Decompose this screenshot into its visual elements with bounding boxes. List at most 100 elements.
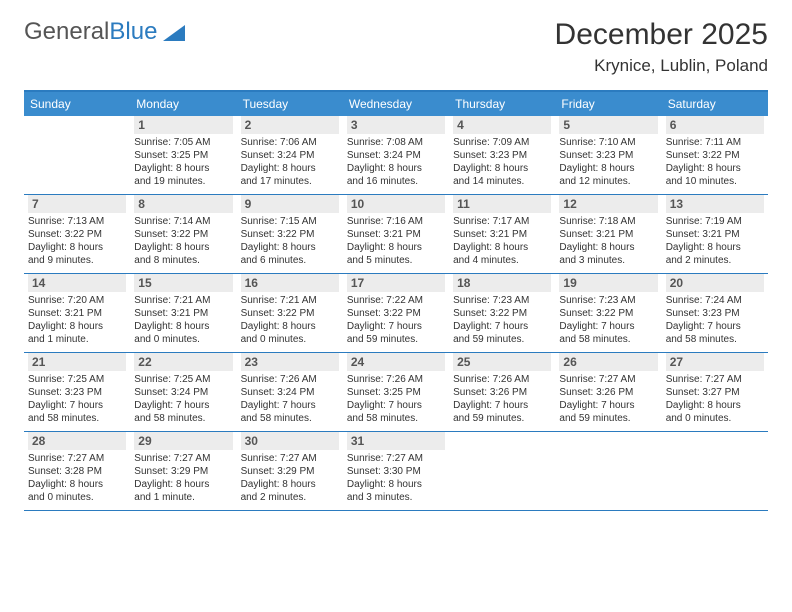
info-line: and 10 minutes. bbox=[666, 175, 764, 188]
day-info: Sunrise: 7:06 AMSunset: 3:24 PMDaylight:… bbox=[241, 136, 339, 188]
info-line: Daylight: 8 hours bbox=[134, 162, 232, 175]
info-line: Daylight: 8 hours bbox=[241, 320, 339, 333]
info-line: Daylight: 7 hours bbox=[347, 399, 445, 412]
day-info: Sunrise: 7:27 AMSunset: 3:29 PMDaylight:… bbox=[241, 452, 339, 504]
info-line: Sunrise: 7:26 AM bbox=[347, 373, 445, 386]
week-row: 14Sunrise: 7:20 AMSunset: 3:21 PMDayligh… bbox=[24, 274, 768, 353]
info-line: Sunrise: 7:16 AM bbox=[347, 215, 445, 228]
info-line: and 17 minutes. bbox=[241, 175, 339, 188]
info-line: Sunrise: 7:08 AM bbox=[347, 136, 445, 149]
calendar: SundayMondayTuesdayWednesdayThursdayFrid… bbox=[24, 90, 768, 511]
day-number: 20 bbox=[666, 274, 764, 292]
info-line: Sunset: 3:28 PM bbox=[28, 465, 126, 478]
info-line: and 3 minutes. bbox=[347, 491, 445, 504]
info-line: Sunrise: 7:21 AM bbox=[134, 294, 232, 307]
dayname: Sunday bbox=[24, 92, 130, 116]
info-line: Daylight: 8 hours bbox=[347, 241, 445, 254]
info-line: Sunrise: 7:15 AM bbox=[241, 215, 339, 228]
day-info: Sunrise: 7:27 AMSunset: 3:28 PMDaylight:… bbox=[28, 452, 126, 504]
day-cell: 21Sunrise: 7:25 AMSunset: 3:23 PMDayligh… bbox=[24, 353, 130, 431]
info-line: Sunrise: 7:27 AM bbox=[134, 452, 232, 465]
day-number: 26 bbox=[559, 353, 657, 371]
day-number: 3 bbox=[347, 116, 445, 134]
day-cell: 13 Sunrise: 7:19 AMSunset: 3:21 PMDayligh… bbox=[662, 195, 768, 273]
day-info: Sunrise: 7:18 AMSunset: 3:21 PMDaylight:… bbox=[559, 215, 657, 267]
day-number: 16 bbox=[241, 274, 339, 292]
day-info: Sunrise: 7:05 AMSunset: 3:25 PMDaylight:… bbox=[134, 136, 232, 188]
info-line: Sunrise: 7:25 AM bbox=[134, 373, 232, 386]
day-info: Sunrise: 7:11 AMSunset: 3:22 PMDaylight:… bbox=[666, 136, 764, 188]
day-info: Sunrise: 7:16 AMSunset: 3:21 PMDaylight:… bbox=[347, 215, 445, 267]
day-cell: 29Sunrise: 7:27 AMSunset: 3:29 PMDayligh… bbox=[130, 432, 236, 510]
info-line: Sunset: 3:21 PM bbox=[559, 228, 657, 241]
day-cell: 9Sunrise: 7:15 AMSunset: 3:22 PMDaylight… bbox=[237, 195, 343, 273]
day-cell: 4 Sunrise: 7:09 AMSunset: 3:23 PMDaylight… bbox=[449, 116, 555, 194]
day-number: 10 bbox=[347, 195, 445, 213]
day-info: Sunrise: 7:14 AMSunset: 3:22 PMDaylight:… bbox=[134, 215, 232, 267]
week-row: 7 Sunrise: 7:13 AM Sunset: 3:22 PM Daylight… bbox=[24, 195, 768, 274]
info-line: Sunset: 3:22 PM bbox=[559, 307, 657, 320]
day-cell: 17Sunrise: 7:22 AMSunset: 3:22 PMDayligh… bbox=[343, 274, 449, 352]
day-info: Sunrise: 7:15 AMSunset: 3:22 PMDaylight:… bbox=[241, 215, 339, 267]
info-line: Sunset: 3:24 PM bbox=[347, 149, 445, 162]
day-cell: 15Sunrise: 7:21 AMSunset: 3:21 PMDayligh… bbox=[130, 274, 236, 352]
info-line: and 58 minutes. bbox=[134, 412, 232, 425]
info-line: and 9 minutes. bbox=[28, 254, 126, 267]
info-line: Daylight: 8 hours bbox=[559, 241, 657, 254]
info-line: Sunrise: 7:13 AM bbox=[28, 215, 126, 228]
day-cell bbox=[555, 432, 661, 510]
info-line: Sunset: 3:29 PM bbox=[134, 465, 232, 478]
day-cell: 10 Sunrise: 7:16 AMSunset: 3:21 PMDayligh… bbox=[343, 195, 449, 273]
info-line: Sunrise: 7:27 AM bbox=[241, 452, 339, 465]
day-cell: 3Sunrise: 7:08 AMSunset: 3:24 PMDaylight… bbox=[343, 116, 449, 194]
day-number: 6 bbox=[666, 116, 764, 134]
day-info: Sunrise: 7:25 AMSunset: 3:24 PMDaylight:… bbox=[134, 373, 232, 425]
info-line: and 0 minutes. bbox=[666, 412, 764, 425]
day-cell: 24Sunrise: 7:26 AMSunset: 3:25 PMDayligh… bbox=[343, 353, 449, 431]
day-info: Sunrise: 7:27 AMSunset: 3:29 PMDaylight:… bbox=[134, 452, 232, 504]
day-cell: 18Sunrise: 7:23 AMSunset: 3:22 PMDayligh… bbox=[449, 274, 555, 352]
info-line: and 14 minutes. bbox=[453, 175, 551, 188]
day-cell: 30Sunrise: 7:27 AMSunset: 3:29 PMDayligh… bbox=[237, 432, 343, 510]
location: Krynice, Lublin, Poland bbox=[555, 56, 768, 76]
info-line: Sunrise: 7:27 AM bbox=[559, 373, 657, 386]
info-line: Sunrise: 7:27 AM bbox=[666, 373, 764, 386]
day-info: Sunrise: 7:23 AMSunset: 3:22 PMDaylight:… bbox=[559, 294, 657, 346]
day-info: Sunrise: 7:10 AMSunset: 3:23 PMDaylight:… bbox=[559, 136, 657, 188]
day-number: 15 bbox=[134, 274, 232, 292]
day-number: 8 bbox=[134, 195, 232, 213]
info-line: Sunset: 3:22 PM bbox=[134, 228, 232, 241]
day-cell: 12 Sunrise: 7:18 AMSunset: 3:21 PMDayligh… bbox=[555, 195, 661, 273]
info-line: and 2 minutes. bbox=[666, 254, 764, 267]
info-line: and 58 minutes. bbox=[241, 412, 339, 425]
dayname: Saturday bbox=[662, 92, 768, 116]
dayname: Friday bbox=[555, 92, 661, 116]
info-line: and 58 minutes. bbox=[347, 412, 445, 425]
day-cell: 2Sunrise: 7:06 AMSunset: 3:24 PMDaylight… bbox=[237, 116, 343, 194]
day-number: 18 bbox=[453, 274, 551, 292]
info-line: Sunrise: 7:18 AM bbox=[559, 215, 657, 228]
info-line: Daylight: 7 hours bbox=[559, 320, 657, 333]
day-number: 13 bbox=[666, 195, 764, 213]
info-line: and 6 minutes. bbox=[241, 254, 339, 267]
info-line: and 12 minutes. bbox=[559, 175, 657, 188]
day-info: Sunrise: 7:09 AMSunset: 3:23 PMDaylight:… bbox=[453, 136, 551, 188]
info-line: Daylight: 8 hours bbox=[666, 241, 764, 254]
info-line: Daylight: 7 hours bbox=[453, 399, 551, 412]
day-number: 19 bbox=[559, 274, 657, 292]
info-line: and 58 minutes. bbox=[559, 333, 657, 346]
day-number: 4 bbox=[453, 116, 551, 134]
info-line: Sunset: 3:23 PM bbox=[453, 149, 551, 162]
info-line: and 0 minutes. bbox=[134, 333, 232, 346]
day-number: 7 bbox=[28, 195, 126, 213]
day-cell: 19 Sunrise: 7:23 AMSunset: 3:22 PMDayligh… bbox=[555, 274, 661, 352]
day-number: 12 bbox=[559, 195, 657, 213]
info-line: Daylight: 7 hours bbox=[666, 320, 764, 333]
day-number: 11 bbox=[453, 195, 551, 213]
day-cell bbox=[449, 432, 555, 510]
info-line: Sunrise: 7:24 AM bbox=[666, 294, 764, 307]
day-info: Sunrise: 7:19 AMSunset: 3:21 PMDaylight:… bbox=[666, 215, 764, 267]
info-line: Sunset: 3:21 PM bbox=[666, 228, 764, 241]
dayname: Thursday bbox=[449, 92, 555, 116]
info-line: Sunrise: 7:21 AM bbox=[241, 294, 339, 307]
